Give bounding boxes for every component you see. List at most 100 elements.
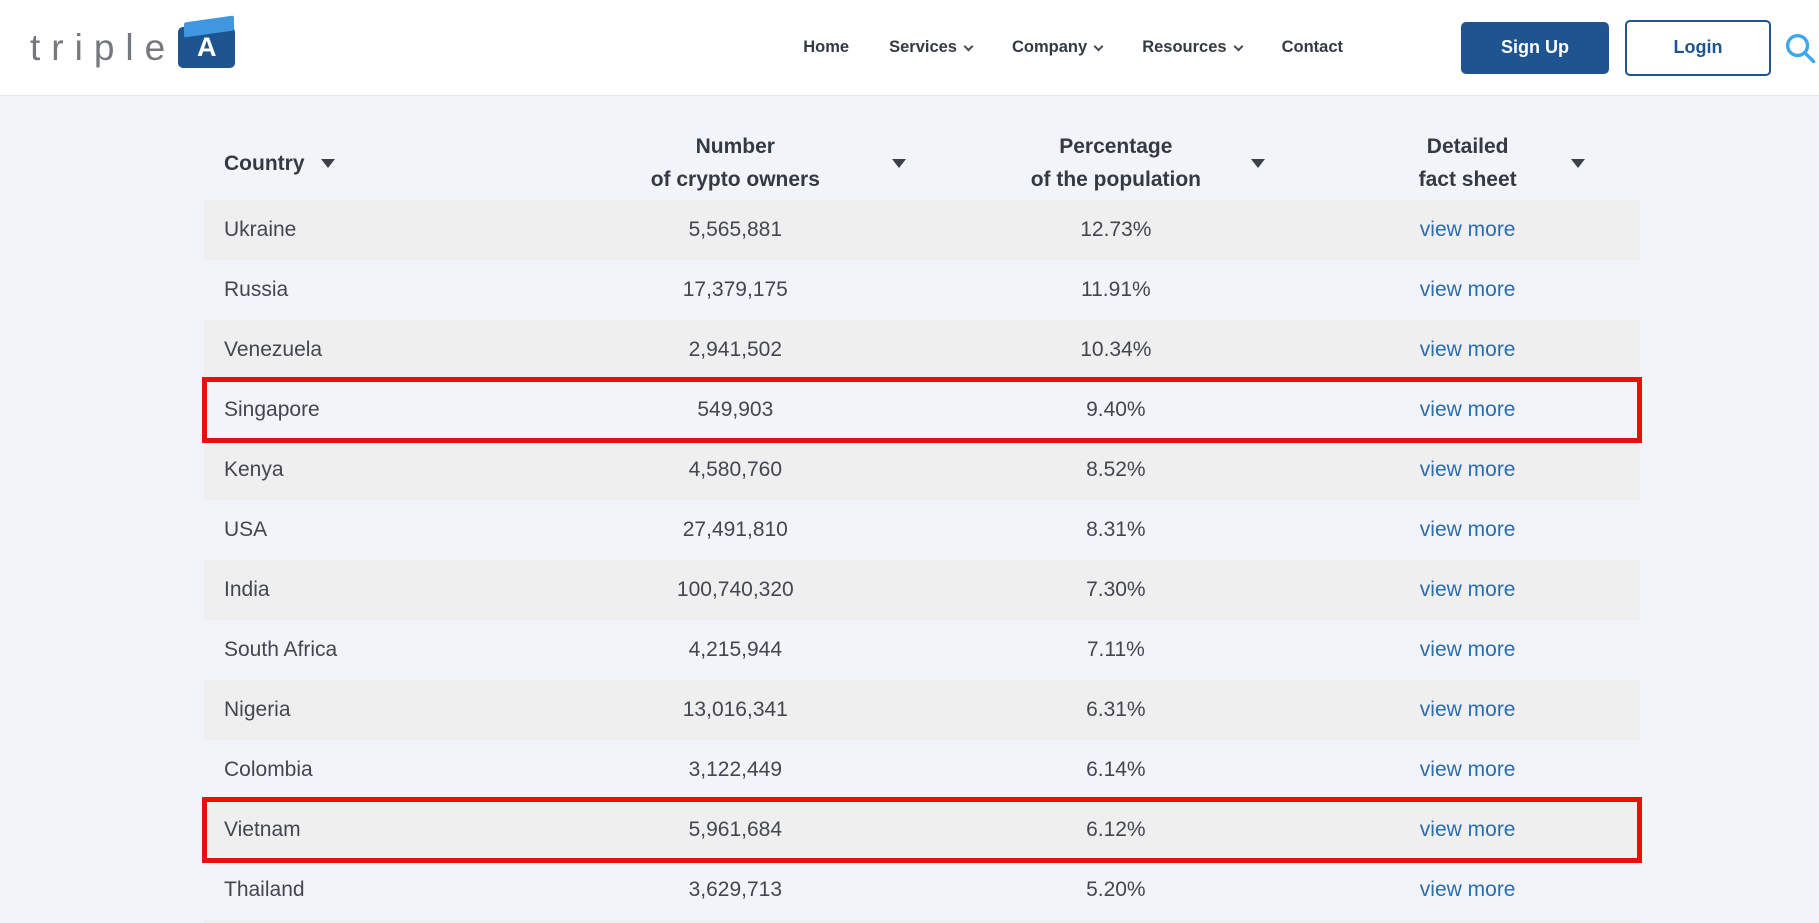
sort-arrow-icon[interactable] [320, 158, 335, 168]
cell-factsheet: view more [1295, 680, 1640, 740]
cell-owners: 3,629,713 [688, 878, 783, 901]
nav-item-home[interactable]: Home [803, 38, 849, 57]
cell-percentage: 10.34% [1080, 338, 1152, 361]
table-row-south-africa: South Africa 4,215,944 7.11% view more [204, 620, 1640, 680]
cell-percentage: 5.20% [1086, 878, 1146, 901]
table-row-nigeria: Nigeria 13,016,341 6.31% view more [204, 680, 1640, 740]
login-button[interactable]: Login [1625, 19, 1771, 76]
cell-country: Venezuela [224, 338, 323, 361]
nav-item-label: Home [803, 38, 850, 56]
cell-country: Ukraine [224, 218, 297, 241]
cell-country: Kenya [224, 458, 284, 481]
view-more-link[interactable]: view more [1419, 758, 1516, 781]
nav-item-company[interactable]: Company [1012, 38, 1104, 57]
table-row-russia: Russia 17,379,175 11.91% view more [204, 260, 1640, 320]
table-row-colombia: Colombia 3,122,449 6.14% view more [204, 740, 1640, 800]
sort-arrow-icon[interactable] [892, 159, 907, 168]
view-more-link[interactable]: view more [1419, 578, 1516, 601]
nav-item-contact[interactable]: Contact [1282, 38, 1343, 57]
cell-percentage: 6.31% [1086, 698, 1146, 721]
table-header-row: Country Number of crypto owners Percentage o… [204, 96, 1640, 200]
cell-country: South Africa [224, 638, 338, 661]
nav-item-label: Resources [1142, 38, 1227, 56]
table-row-venezuela: Venezuela 2,941,502 10.34% view more [204, 320, 1640, 380]
view-more-link[interactable]: view more [1419, 878, 1516, 901]
cell-factsheet: view more [1295, 440, 1640, 500]
cell-factsheet: view more [1295, 560, 1640, 620]
cell-owners: 3,122,449 [688, 758, 783, 781]
page-content: Country Number of crypto owners Percentage o… [0, 96, 1819, 923]
nav-item-label: Company [1012, 38, 1088, 56]
brand-wordmark: triple [30, 27, 177, 68]
top-bar: triple A Home Services Company Resources Con… [0, 0, 1819, 96]
cell-owners: 5,565,881 [688, 218, 783, 241]
sort-arrow-icon[interactable] [1570, 159, 1585, 168]
column-header-owners[interactable]: Number of crypto owners [534, 126, 936, 200]
cell-percentage: 7.11% [1086, 638, 1145, 661]
cell-owners: 5,961,684 [688, 818, 783, 841]
column-header-label: Percentage of the population [1030, 135, 1201, 191]
cell-factsheet: view more [1295, 860, 1640, 920]
crypto-ownership-table: Country Number of crypto owners Percentage o… [202, 96, 1642, 923]
cell-percentage: 8.52% [1086, 458, 1146, 481]
cell-factsheet: view more [1295, 500, 1640, 560]
table-row-india: India 100,740,320 7.30% view more [204, 560, 1640, 620]
chevron-down-icon [963, 41, 974, 51]
next-row-partial [204, 920, 1640, 923]
table-row-thailand: Thailand 3,629,713 5.20% view more [204, 860, 1640, 920]
column-header-factsheet[interactable]: Detailed fact sheet [1295, 126, 1640, 200]
cell-factsheet: view more [1295, 200, 1640, 260]
view-more-link[interactable]: view more [1419, 338, 1516, 361]
cell-percentage: 7.30% [1086, 578, 1146, 601]
table-row-singapore: Singapore 549,903 9.40% view more [202, 377, 1642, 443]
cell-country: Thailand [224, 878, 305, 901]
column-header-country[interactable]: Country [204, 126, 534, 200]
cell-factsheet: view more [1295, 380, 1640, 440]
view-more-link[interactable]: view more [1419, 278, 1516, 301]
cell-owners: 549,903 [697, 398, 774, 421]
cell-country: Colombia [224, 758, 313, 781]
sort-arrow-icon[interactable] [1251, 159, 1266, 168]
cell-owners: 13,016,341 [682, 698, 788, 721]
view-more-link[interactable]: view more [1419, 818, 1516, 841]
cell-country: Nigeria [224, 698, 291, 721]
cell-country: Russia [224, 278, 289, 301]
cell-owners: 4,580,760 [688, 458, 783, 481]
column-header-label: Number of crypto owners [650, 135, 820, 191]
brand-logo-icon: A [178, 15, 236, 68]
view-more-link[interactable]: view more [1419, 458, 1516, 481]
cell-country: Singapore [224, 398, 320, 421]
table-row-kenya: Kenya 4,580,760 8.52% view more [204, 440, 1640, 500]
cell-owners: 2,941,502 [688, 338, 783, 361]
cell-percentage: 6.14% [1086, 758, 1146, 781]
search-icon[interactable] [1783, 31, 1817, 65]
view-more-link[interactable]: view more [1419, 698, 1516, 721]
view-more-link[interactable]: view more [1419, 638, 1516, 661]
view-more-link[interactable]: view more [1419, 518, 1516, 541]
view-more-link[interactable]: view more [1419, 398, 1516, 421]
cell-country: Vietnam [224, 818, 301, 841]
nav-item-label: Contact [1281, 38, 1343, 56]
signup-button[interactable]: Sign Up [1461, 21, 1609, 74]
nav-item-resources[interactable]: Resources [1142, 38, 1244, 57]
cell-percentage: 6.12% [1086, 818, 1146, 841]
auth-actions: Sign Up Login [1461, 19, 1819, 76]
cell-percentage: 8.31% [1086, 518, 1146, 541]
brand-logo-letter: A [196, 32, 217, 62]
cell-percentage: 12.73% [1080, 218, 1152, 241]
column-header-label: Detailed fact sheet [1418, 135, 1517, 191]
cell-factsheet: view more [1295, 320, 1640, 380]
view-more-link[interactable]: view more [1419, 218, 1516, 241]
table-row-vietnam: Vietnam 5,961,684 6.12% view more [202, 797, 1642, 863]
chevron-down-icon [1233, 41, 1244, 51]
cell-percentage: 9.40% [1086, 398, 1146, 421]
nav-item-services[interactable]: Services [889, 38, 974, 57]
column-header-percentage[interactable]: Percentage of the population [936, 126, 1295, 200]
main-nav: Home Services Company Resources Contact [803, 38, 1343, 57]
table-row-ukraine: Ukraine 5,565,881 12.73% view more [204, 200, 1640, 260]
cell-factsheet: view more [1295, 800, 1640, 860]
nav-item-label: Services [889, 38, 957, 56]
column-header-label: Country [224, 151, 305, 175]
cell-owners: 17,379,175 [682, 278, 788, 301]
brand-logo[interactable]: triple A [30, 15, 236, 68]
